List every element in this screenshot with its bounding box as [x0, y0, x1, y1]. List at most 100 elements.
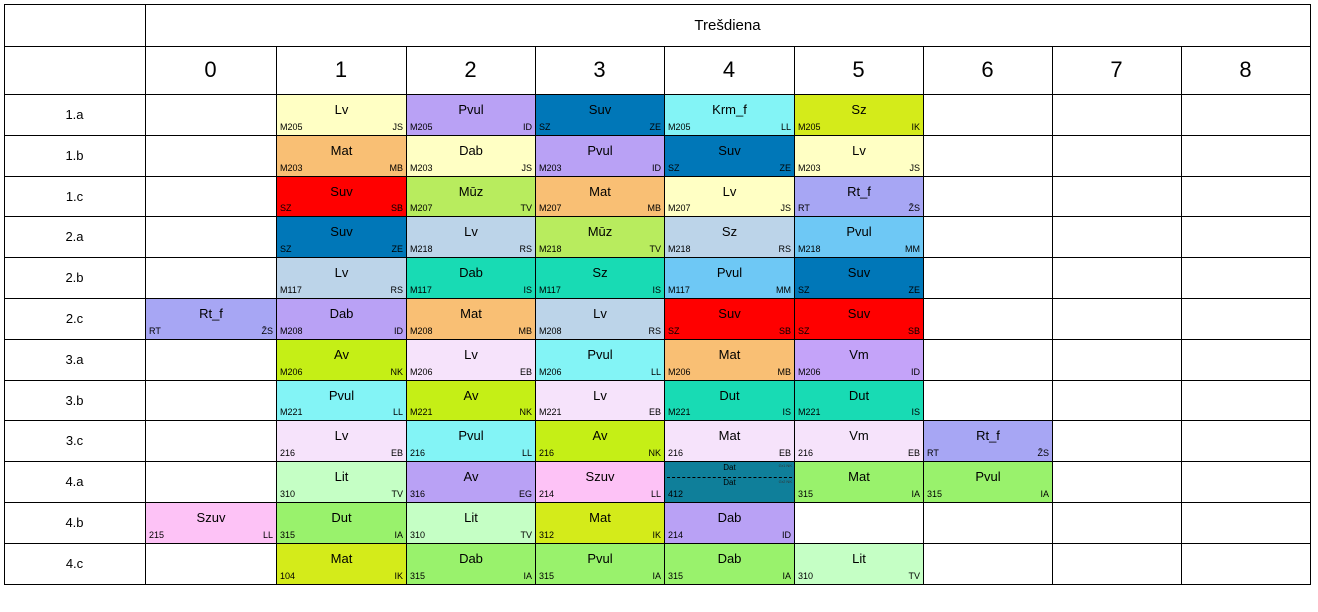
- lesson-teacher: IA: [394, 530, 403, 540]
- lesson-teacher: EB: [519, 367, 532, 377]
- class-label: 1.b: [65, 148, 84, 163]
- lesson-cell[interactable]: Mat M203 MB: [277, 136, 406, 176]
- class-label: 4.a: [65, 474, 84, 489]
- lesson-cell[interactable]: Szuv 215 LL: [146, 503, 276, 543]
- lesson-subject: Mūz: [458, 184, 484, 199]
- lesson-cell[interactable]: Mūz M218 TV: [536, 217, 664, 257]
- lesson-subject: Mat: [848, 469, 870, 484]
- lesson-teacher: ŽS: [261, 326, 273, 336]
- lesson-cell[interactable]: Lv M221 EB: [536, 381, 664, 420]
- lesson-cell[interactable]: Rt_f RT ŽS: [795, 177, 923, 216]
- lesson-cell[interactable]: Pvul M203 ID: [536, 136, 664, 176]
- lesson-cell[interactable]: Dab 214 ID: [665, 503, 794, 543]
- lesson-cell[interactable]: Dab 315 IA: [407, 544, 535, 584]
- lesson-cell[interactable]: Rt_f RT ŽS: [924, 421, 1052, 461]
- lesson-cell[interactable]: Dab 315 IA: [665, 544, 794, 584]
- lesson-subject: Av: [463, 469, 479, 484]
- lesson-room: M218: [410, 244, 433, 254]
- lesson-cell[interactable]: Dut M221 IS: [665, 381, 794, 420]
- lesson-cell[interactable]: Lv M205 JS: [277, 95, 406, 135]
- lesson-cell[interactable]: Lv M207 JS: [665, 177, 794, 216]
- lesson-cell[interactable]: Suv SZ ZE: [795, 258, 923, 298]
- lesson-subject: Pvul: [587, 551, 613, 566]
- lesson-cell[interactable]: Lit 310 TV: [277, 462, 406, 502]
- lesson-teacher: SB: [390, 203, 403, 213]
- lesson-cell[interactable]: Dut M221 IS: [795, 381, 923, 420]
- lesson-cell[interactable]: Pvul M221 LL: [277, 381, 406, 420]
- lesson-teacher: NK: [648, 448, 661, 458]
- lesson-cell[interactable]: Dab M117 IS: [407, 258, 535, 298]
- lesson-cell[interactable]: Suv SZ SB: [665, 299, 794, 339]
- lesson-teacher: IS: [652, 285, 661, 295]
- lesson-cell[interactable]: Dut 315 IA: [277, 503, 406, 543]
- lesson-cell[interactable]: Dab M203 JS: [407, 136, 535, 176]
- lesson-room: M221: [410, 407, 433, 417]
- lesson-cell[interactable]: Lv M208 RS: [536, 299, 664, 339]
- lesson-cell[interactable]: Mat 104 IK: [277, 544, 406, 584]
- lesson-subject: Dut: [719, 388, 740, 403]
- lesson-cell[interactable]: Av 316 EG: [407, 462, 535, 502]
- group2-note: Gr2 NK: [778, 479, 792, 484]
- lesson-cell[interactable]: Sz M218 RS: [665, 217, 794, 257]
- lesson-cell[interactable]: Sz M205 IK: [795, 95, 923, 135]
- lesson-cell[interactable]: Mat M208 MB: [407, 299, 535, 339]
- lesson-room: 216: [668, 448, 684, 458]
- lesson-cell[interactable]: Krm_f M205 LL: [665, 95, 794, 135]
- lesson-cell[interactable]: Pvul M117 MM: [665, 258, 794, 298]
- lesson-subject: Vm: [849, 428, 869, 443]
- lesson-cell[interactable]: Suv SZ ZE: [665, 136, 794, 176]
- lesson-subject: Lv: [593, 306, 607, 321]
- lesson-subject: Suv: [330, 184, 353, 199]
- lesson-cell[interactable]: Dab M208 ID: [277, 299, 406, 339]
- lesson-subject: Av: [463, 388, 479, 403]
- lesson-teacher: ID: [652, 163, 661, 173]
- lesson-cell[interactable]: Lit 310 TV: [795, 544, 923, 584]
- lesson-cell[interactable]: Vm M206 ID: [795, 340, 923, 380]
- lesson-cell[interactable]: Rt_f RT ŽS: [146, 299, 276, 339]
- lesson-cell[interactable]: Mat 216 EB: [665, 421, 794, 461]
- lesson-cell[interactable]: Lit 310 TV: [407, 503, 535, 543]
- lesson-cell[interactable]: Suv SZ SB: [277, 177, 406, 216]
- lesson-cell[interactable]: Pvul M205 ID: [407, 95, 535, 135]
- lesson-teacher: IA: [523, 571, 532, 581]
- lesson-room: M203: [798, 163, 821, 173]
- lesson-cell[interactable]: Pvul 216 LL: [407, 421, 535, 461]
- lesson-teacher: TV: [908, 571, 920, 581]
- grid-hline: [4, 461, 1310, 462]
- lesson-room: 216: [539, 448, 555, 458]
- lesson-cell[interactable]: Av 216 NK: [536, 421, 664, 461]
- lesson-cell[interactable]: Lv M203 JS: [795, 136, 923, 176]
- lesson-teacher: LL: [650, 489, 661, 499]
- lesson-cell[interactable]: Mat 315 IA: [795, 462, 923, 502]
- lesson-cell[interactable]: Pvul 315 IA: [536, 544, 664, 584]
- lesson-cell[interactable]: Szuv 214 LL: [536, 462, 664, 502]
- lesson-room: M206: [798, 367, 821, 377]
- lesson-cell[interactable]: Suv SZ ZE: [277, 217, 406, 257]
- lesson-subject: Mat: [330, 551, 353, 566]
- lesson-teacher: IK: [911, 122, 920, 132]
- lesson-cell[interactable]: Pvul M206 LL: [536, 340, 664, 380]
- lesson-cell[interactable]: Vm 216 EB: [795, 421, 923, 461]
- lesson-cell[interactable]: Lv M117 RS: [277, 258, 406, 298]
- lesson-cell[interactable]: Mat 312 IK: [536, 503, 664, 543]
- lesson-cell[interactable]: Av M206 NK: [277, 340, 406, 380]
- lesson-cell[interactable]: Mat M206 MB: [665, 340, 794, 380]
- grid-hline: [4, 584, 1310, 585]
- lesson-cell[interactable]: Lv M206 EB: [407, 340, 535, 380]
- lesson-cell[interactable]: Lv 216 EB: [277, 421, 406, 461]
- lesson-cell[interactable]: Pvul M218 MM: [795, 217, 923, 257]
- lesson-room: M206: [410, 367, 433, 377]
- lesson-cell[interactable]: Dat Dat Gr1 NK Gr2 NK 412: [665, 462, 794, 502]
- lesson-cell[interactable]: Av M221 NK: [407, 381, 535, 420]
- lesson-cell[interactable]: Suv SZ SB: [795, 299, 923, 339]
- lesson-subject: Mat: [330, 143, 353, 158]
- lesson-cell[interactable]: Mat M207 MB: [536, 177, 664, 216]
- lesson-subject: Suv: [847, 306, 871, 321]
- lesson-cell[interactable]: Suv SZ ZE: [536, 95, 664, 135]
- lesson-cell[interactable]: Pvul 315 IA: [924, 462, 1052, 502]
- lesson-cell[interactable]: Sz M117 IS: [536, 258, 664, 298]
- lesson-cell[interactable]: Lv M218 RS: [407, 217, 535, 257]
- lesson-cell[interactable]: Mūz M207 TV: [407, 177, 535, 216]
- lesson-subject: Pvul: [975, 469, 1001, 484]
